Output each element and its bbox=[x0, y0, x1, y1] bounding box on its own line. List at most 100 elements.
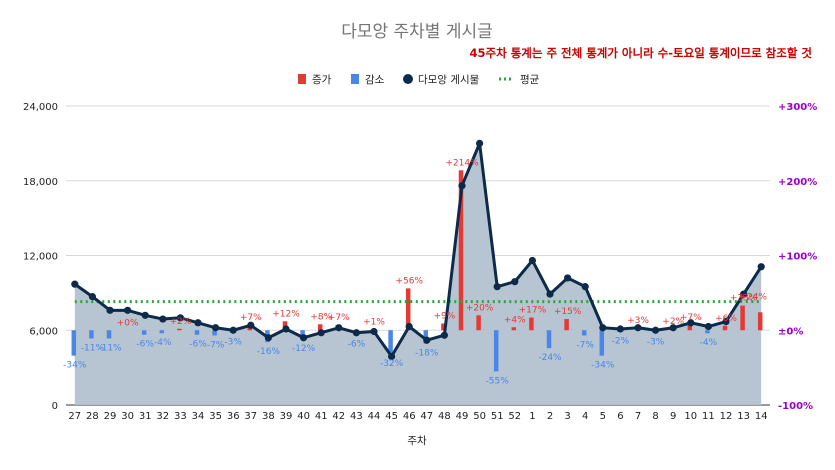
data-label: -6% bbox=[348, 340, 366, 350]
posts-point bbox=[669, 324, 677, 332]
data-label: -6% bbox=[136, 340, 154, 350]
data-label: +7% bbox=[240, 313, 262, 323]
posts-point bbox=[229, 326, 237, 334]
increase-bar bbox=[476, 315, 481, 331]
posts-point bbox=[194, 319, 202, 327]
posts-point bbox=[440, 331, 448, 339]
decrease-bar bbox=[106, 330, 112, 339]
data-label: +3% bbox=[627, 316, 649, 326]
x-tick-label: 44 bbox=[368, 411, 381, 422]
data-label: -24% bbox=[538, 353, 562, 363]
x-tick-label: 29 bbox=[104, 411, 117, 422]
decrease-bar bbox=[71, 330, 77, 356]
decrease-bar bbox=[159, 330, 165, 334]
x-tick-label: 38 bbox=[262, 411, 275, 422]
decrease-bar bbox=[388, 330, 393, 355]
posts-point bbox=[740, 290, 748, 298]
data-label: -16% bbox=[257, 347, 281, 357]
x-tick-label: 32 bbox=[156, 411, 169, 422]
increase-bar bbox=[722, 325, 728, 331]
data-label: +1% bbox=[363, 318, 385, 328]
x-tick-label: 35 bbox=[209, 411, 222, 422]
y-axis-left: 0 6,000 12,000 18,000 24,000 bbox=[23, 102, 58, 412]
posts-point bbox=[405, 322, 413, 331]
posts-point bbox=[476, 139, 484, 147]
legend-label-average: 평균 bbox=[520, 74, 540, 86]
decrease-bar bbox=[493, 330, 499, 372]
posts-point bbox=[722, 317, 730, 326]
posts-point bbox=[616, 325, 625, 333]
data-label: +8% bbox=[310, 312, 332, 322]
posts-point bbox=[300, 334, 308, 342]
increase-bar bbox=[687, 325, 693, 331]
x-tick-label: 48 bbox=[438, 411, 451, 422]
data-label: +0% bbox=[117, 318, 139, 328]
x-tick-label: 1 bbox=[529, 411, 535, 422]
x-tick-label: 10 bbox=[684, 411, 697, 422]
y2-tick-label: +200% bbox=[778, 177, 817, 188]
data-label: -34% bbox=[63, 361, 87, 371]
posts-point bbox=[370, 327, 378, 336]
x-tick-label: 39 bbox=[280, 411, 293, 422]
posts-line-path bbox=[73, 141, 763, 358]
x-tick-label: 6 bbox=[617, 411, 623, 422]
x-tick-label: 49 bbox=[456, 411, 469, 422]
decrease-bar bbox=[705, 330, 710, 334]
increase-bar bbox=[317, 324, 323, 331]
posts-point bbox=[546, 290, 554, 298]
x-tick-label: 45 bbox=[385, 411, 398, 422]
x-tick-label: 30 bbox=[121, 411, 134, 422]
data-label: +7% bbox=[328, 313, 350, 323]
posts-point bbox=[212, 324, 220, 332]
x-tick-label: 11 bbox=[702, 411, 715, 422]
y2-tick-label: -100% bbox=[778, 401, 813, 412]
increase-bar bbox=[441, 323, 446, 331]
y2-tick-label: +300% bbox=[778, 102, 817, 113]
data-label: +6% bbox=[715, 314, 737, 324]
x-tick-label: 42 bbox=[332, 411, 345, 422]
increase-bar bbox=[511, 327, 517, 331]
y-tick-label: 6,000 bbox=[29, 326, 58, 337]
posts-point bbox=[159, 315, 167, 323]
data-label: +214% bbox=[445, 158, 479, 168]
x-tick-label: 31 bbox=[139, 411, 152, 422]
data-label: +7% bbox=[680, 313, 702, 323]
x-tick-label: 36 bbox=[227, 411, 240, 422]
data-label: +17% bbox=[519, 306, 547, 316]
posts-point bbox=[687, 319, 695, 327]
decrease-bar bbox=[194, 330, 200, 335]
data-labels: -34%-11%-11%+0%-6% -4%+2%-6% -7% -3%+7%-16%… bbox=[63, 158, 767, 386]
legend: 증가 감소 다모앙 게시물 평균 bbox=[298, 74, 540, 86]
posts-point bbox=[634, 324, 642, 332]
legend-label-posts: 다모앙 게시물 bbox=[418, 74, 480, 86]
data-label: -12% bbox=[292, 344, 316, 354]
data-label: -34% bbox=[591, 361, 615, 371]
chart-title: 다모앙 주차별 게시글 bbox=[341, 22, 493, 42]
data-label: -3% bbox=[647, 337, 665, 347]
chart-note: 45주차 통계는 주 전체 통계가 아니라 수-토요일 통계이므로 참조할 것 bbox=[470, 46, 813, 60]
decrease-bar bbox=[599, 330, 605, 356]
posts-point bbox=[458, 182, 466, 190]
posts-point bbox=[493, 283, 501, 291]
posts-point bbox=[599, 324, 607, 332]
increase-bar bbox=[458, 170, 464, 331]
data-label: +20% bbox=[466, 303, 494, 313]
posts-point bbox=[564, 274, 572, 282]
posts-area bbox=[74, 143, 762, 405]
data-label: -2% bbox=[612, 337, 630, 347]
increase-bar bbox=[757, 312, 763, 331]
posts-point bbox=[423, 336, 431, 344]
posts-point bbox=[388, 352, 396, 361]
posts-point bbox=[581, 283, 589, 291]
increase-bar bbox=[529, 317, 534, 331]
posts-line bbox=[73, 141, 763, 358]
x-tick-label: 40 bbox=[297, 411, 310, 422]
data-label: +33% bbox=[730, 294, 758, 304]
x-tick-label: 33 bbox=[174, 411, 187, 422]
x-tick-label: 9 bbox=[670, 411, 676, 422]
x-tick-label: 41 bbox=[315, 411, 328, 422]
decrease-bar bbox=[581, 330, 587, 336]
data-label: -7% bbox=[576, 340, 594, 350]
data-label: +12% bbox=[272, 309, 300, 319]
x-tick-label: 52 bbox=[508, 411, 521, 422]
